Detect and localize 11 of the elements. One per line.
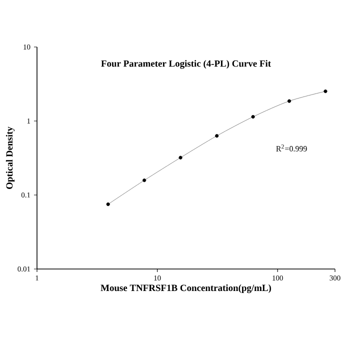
point — [215, 134, 219, 138]
point — [251, 115, 255, 119]
point — [287, 99, 292, 103]
x-axis-title: Mouse TNFRSF1B Concentration(pg/mL) — [100, 284, 272, 294]
y-axis-title: Optical Density — [6, 126, 15, 189]
text: Four Parameter Logistic (4-PL) Curve Fit — [101, 60, 271, 69]
point — [178, 156, 182, 160]
point — [142, 178, 146, 182]
point — [106, 202, 110, 206]
line-series — [108, 91, 326, 205]
point — [324, 90, 328, 94]
